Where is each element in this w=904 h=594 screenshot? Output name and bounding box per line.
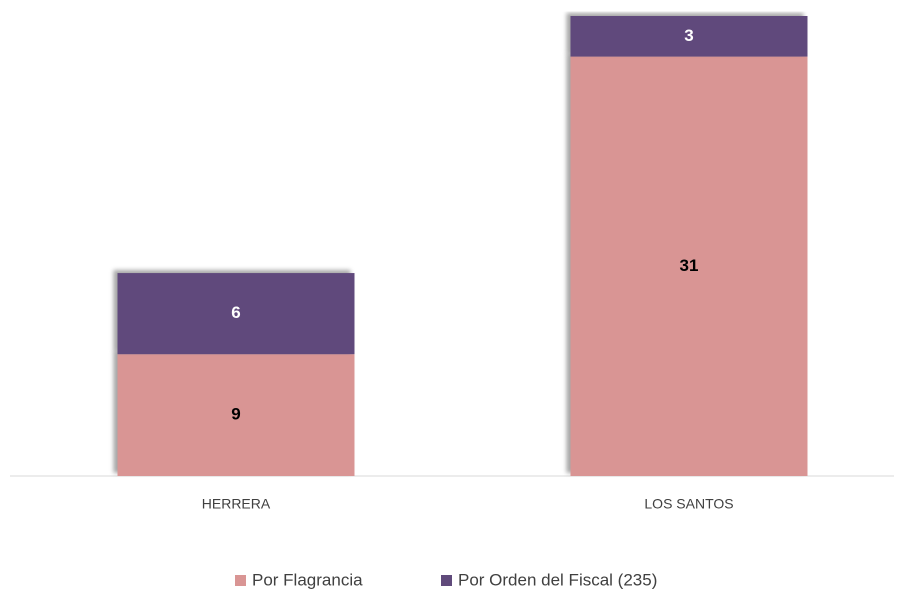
data-label: 3 xyxy=(684,26,693,45)
data-label: 6 xyxy=(231,303,240,322)
data-label: 9 xyxy=(231,405,240,424)
legend-swatch xyxy=(235,575,246,586)
bar-segment xyxy=(117,354,355,476)
data-label: 31 xyxy=(680,256,699,275)
bar-segment xyxy=(570,16,808,57)
x-tick-label: HERRERA xyxy=(202,496,271,512)
x-tick-label: LOS SANTOS xyxy=(644,496,733,512)
bar-segment xyxy=(117,273,355,355)
legend-label: Por Flagrancia xyxy=(252,570,363,589)
bar-segment xyxy=(570,56,808,477)
legend-label: Por Orden del Fiscal (235) xyxy=(458,570,657,589)
legend-swatch xyxy=(441,575,452,586)
